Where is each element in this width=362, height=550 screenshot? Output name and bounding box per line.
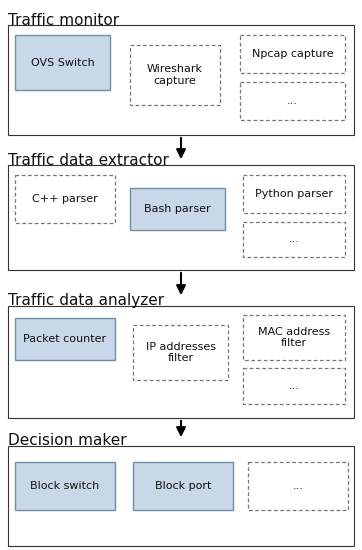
Bar <box>130 45 220 105</box>
Text: Block port: Block port <box>155 481 211 491</box>
Text: Wireshark
capture: Wireshark capture <box>147 64 203 86</box>
Text: Bash parser: Bash parser <box>144 204 211 214</box>
Bar <box>133 462 233 510</box>
Bar <box>8 25 354 135</box>
Text: Python parser: Python parser <box>255 189 333 199</box>
Text: Npcap capture: Npcap capture <box>252 49 333 59</box>
Bar <box>243 222 345 257</box>
Bar <box>243 368 345 404</box>
Bar <box>133 325 228 380</box>
Text: Packet counter: Packet counter <box>24 334 106 344</box>
Text: ...: ... <box>289 381 299 391</box>
Text: Traffic monitor: Traffic monitor <box>8 13 119 28</box>
Bar <box>240 35 345 73</box>
Bar <box>243 315 345 360</box>
Text: Decision maker: Decision maker <box>8 433 127 448</box>
Bar <box>15 35 110 90</box>
Bar <box>8 446 354 546</box>
Bar <box>243 175 345 213</box>
Bar <box>240 82 345 120</box>
Text: ...: ... <box>289 234 299 245</box>
Bar <box>8 165 354 270</box>
Bar <box>15 318 115 360</box>
Bar <box>130 188 225 230</box>
Bar <box>15 175 115 223</box>
Text: Traffic data extractor: Traffic data extractor <box>8 153 169 168</box>
Text: ...: ... <box>292 481 303 491</box>
Bar <box>8 306 354 418</box>
Text: Block switch: Block switch <box>30 481 100 491</box>
Text: ...: ... <box>287 96 298 106</box>
Text: OVS Switch: OVS Switch <box>31 58 94 68</box>
Text: C++ parser: C++ parser <box>32 194 98 204</box>
Text: IP addresses
filter: IP addresses filter <box>146 342 215 364</box>
Text: Traffic data analyzer: Traffic data analyzer <box>8 293 164 308</box>
Bar <box>15 462 115 510</box>
Bar <box>248 462 348 510</box>
Text: MAC address
filter: MAC address filter <box>258 327 330 348</box>
